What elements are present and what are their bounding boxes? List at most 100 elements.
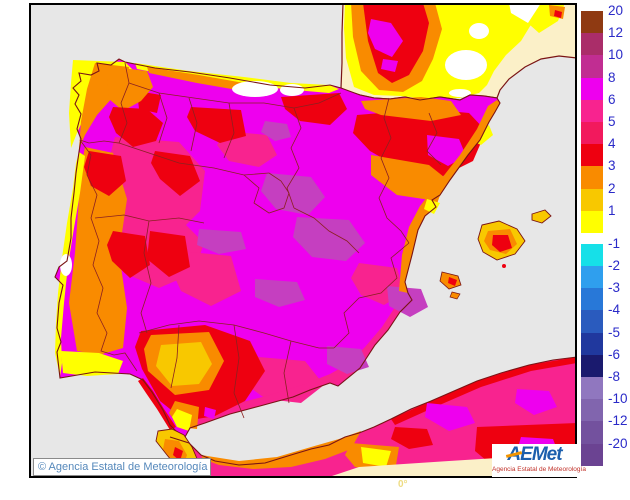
spain-temperature-anomaly-map [29, 3, 577, 478]
temp-patch [391, 357, 577, 425]
iberia-landmass [54, 58, 501, 438]
legend-row: 2 [581, 181, 630, 211]
legend-swatch [581, 443, 603, 466]
boundary-line [79, 62, 130, 144]
temp-patch [427, 135, 466, 166]
aemet-logo-wordmark: AEMet [492, 444, 577, 466]
legend-row: 8 [581, 70, 630, 100]
legend-row: -8 [581, 369, 630, 400]
meridian-label: 0° [398, 479, 408, 490]
temp-patch [424, 199, 440, 214]
legend-value-label: 6 [608, 91, 616, 107]
legend-row: 3 [581, 158, 630, 189]
andalusia-patches [144, 332, 224, 431]
map-frame-border [29, 3, 577, 478]
temp-patch [156, 342, 212, 386]
temp-patch [469, 23, 489, 39]
legend-swatch [581, 421, 603, 444]
temp-patch [381, 59, 398, 72]
temp-patch [151, 151, 200, 196]
legend-row: 5 [581, 114, 630, 145]
aemet-logo-subtitle: Agencia Estatal de Meteorología [492, 466, 586, 473]
temp-patch [173, 447, 183, 461]
legend-value-label: 8 [608, 69, 616, 85]
legend-row: -2 [581, 258, 630, 289]
legend-swatch [581, 188, 603, 211]
temp-patch [217, 131, 277, 167]
legend-swatch [581, 399, 603, 422]
temp-patch [509, 3, 541, 23]
boundary-line [243, 172, 290, 214]
map-canvas [29, 3, 577, 478]
legend-swatch [581, 55, 603, 78]
legend-value-label: 3 [608, 158, 616, 174]
legend-row: 1 [581, 203, 630, 233]
temp-patch [399, 100, 500, 293]
northwest-patches [69, 60, 339, 149]
temp-patch [554, 10, 562, 18]
temp-patch [361, 97, 461, 121]
legend-row: -1 [581, 236, 630, 267]
temp-patch [109, 107, 163, 147]
legend-swatch [581, 210, 603, 233]
legend-value-label: -3 [608, 280, 621, 296]
temp-patch [69, 147, 127, 355]
temp-patch [391, 427, 433, 449]
formentera-island [449, 291, 461, 300]
logo-met: Met [531, 444, 563, 465]
legend-swatch [581, 166, 603, 189]
temp-patch [368, 19, 403, 57]
temp-patch [371, 155, 449, 201]
temp-patch [293, 217, 365, 261]
cabrera-island [502, 264, 506, 268]
legend-row: -6 [581, 347, 630, 377]
legend-row: 10 [581, 47, 630, 78]
legend-swatch [581, 354, 603, 377]
temp-patch [261, 121, 291, 141]
aemet-logo: AEMet Agencia Estatal de Meteorología [492, 444, 586, 477]
legend-row: 20 [581, 3, 630, 34]
legend-row: 12 [581, 25, 630, 56]
temperature-scale-legend: 20 12 10 8 6 5 4 3 2 1 -1 -2 -3 -4 -5 -6 -8 -10 -12 -20 [581, 3, 630, 466]
temp-patch [107, 67, 153, 111]
balearic-islands [439, 209, 552, 300]
temp-patch [172, 409, 192, 431]
legend-row: -20 [581, 436, 630, 466]
temp-patch [55, 152, 85, 377]
legend-value-label: 4 [608, 136, 616, 152]
temp-patch [197, 229, 246, 254]
boundary-line [286, 107, 302, 209]
legend-swatch [581, 332, 603, 355]
legend-row: -5 [581, 325, 630, 355]
temp-patch [449, 89, 471, 97]
legend-swatch [581, 121, 603, 145]
attribution-text: © Agencia Estatal de Meteorología [38, 461, 208, 473]
temp-patch [107, 231, 150, 278]
east-coast-patches [361, 97, 500, 293]
temp-patch [445, 50, 487, 80]
boundary-line [378, 97, 410, 244]
temp-patch [361, 447, 391, 467]
legend-row: -12 [581, 413, 630, 444]
legend-value-label: 5 [608, 113, 616, 129]
temp-patch [327, 346, 369, 374]
logo-letter-e: E [520, 444, 533, 465]
temp-patch [492, 235, 512, 252]
legend-value-label: -2 [608, 258, 621, 274]
iberia-coastline [54, 58, 501, 438]
legend-value-label: -20 [608, 435, 628, 451]
temp-patch [201, 431, 361, 469]
legend-swatch [581, 33, 603, 56]
legend-swatch [581, 288, 603, 311]
legend-swatch [581, 77, 603, 100]
legend-negative-group: -1 -2 -3 -4 -5 -6 -8 -10 -12 -20 [581, 236, 630, 466]
boundary-line [170, 324, 292, 419]
temp-patch [425, 403, 475, 431]
temp-patch [147, 231, 190, 277]
temp-patch [147, 67, 244, 91]
legend-swatch [581, 11, 603, 34]
attribution-box: © Agencia Estatal de Meteorología [33, 458, 211, 476]
portugal-patches [55, 147, 150, 377]
boundary-line [79, 139, 138, 372]
